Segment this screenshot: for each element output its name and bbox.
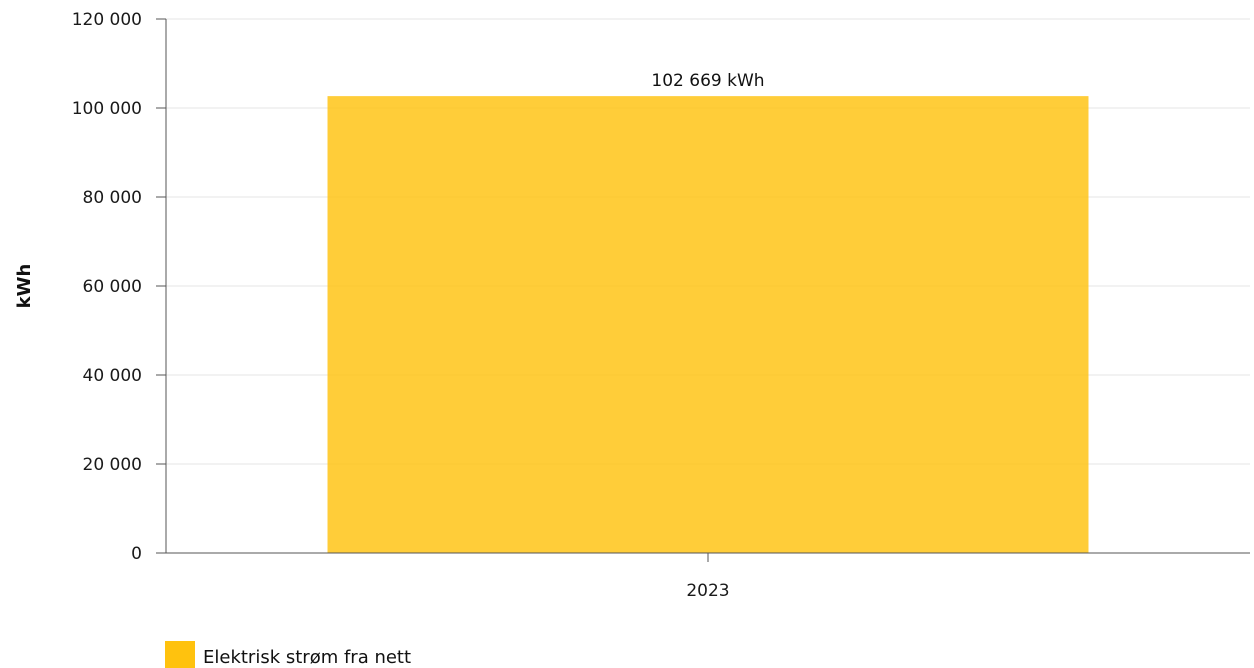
legend-swatch	[165, 641, 195, 668]
x-tick-label: 2023	[686, 581, 729, 601]
data-label: 102 669 kWh	[651, 71, 764, 91]
y-tick-label: 100 000	[72, 99, 142, 119]
bar	[327, 96, 1089, 553]
y-tick-labels: 0 20 000 40 000 60 000 80 000 100 000 120 000	[72, 10, 166, 564]
y-tick-label: 20 000	[83, 455, 142, 475]
bars	[327, 96, 1089, 553]
y-tick-label: 80 000	[83, 188, 142, 208]
y-tick-label: 60 000	[83, 277, 142, 297]
y-tick-label: 40 000	[83, 366, 142, 386]
y-tick-label: 0	[131, 544, 142, 564]
y-axis-title: kWh	[14, 264, 35, 309]
x-tick-labels: 2023	[686, 553, 730, 601]
legend-label: Elektrisk strøm fra nett	[203, 647, 411, 668]
legend: Elektrisk strøm fra nett	[165, 641, 411, 668]
y-tick-label: 120 000	[72, 10, 142, 30]
data-labels: 102 669 kWh	[651, 71, 764, 91]
